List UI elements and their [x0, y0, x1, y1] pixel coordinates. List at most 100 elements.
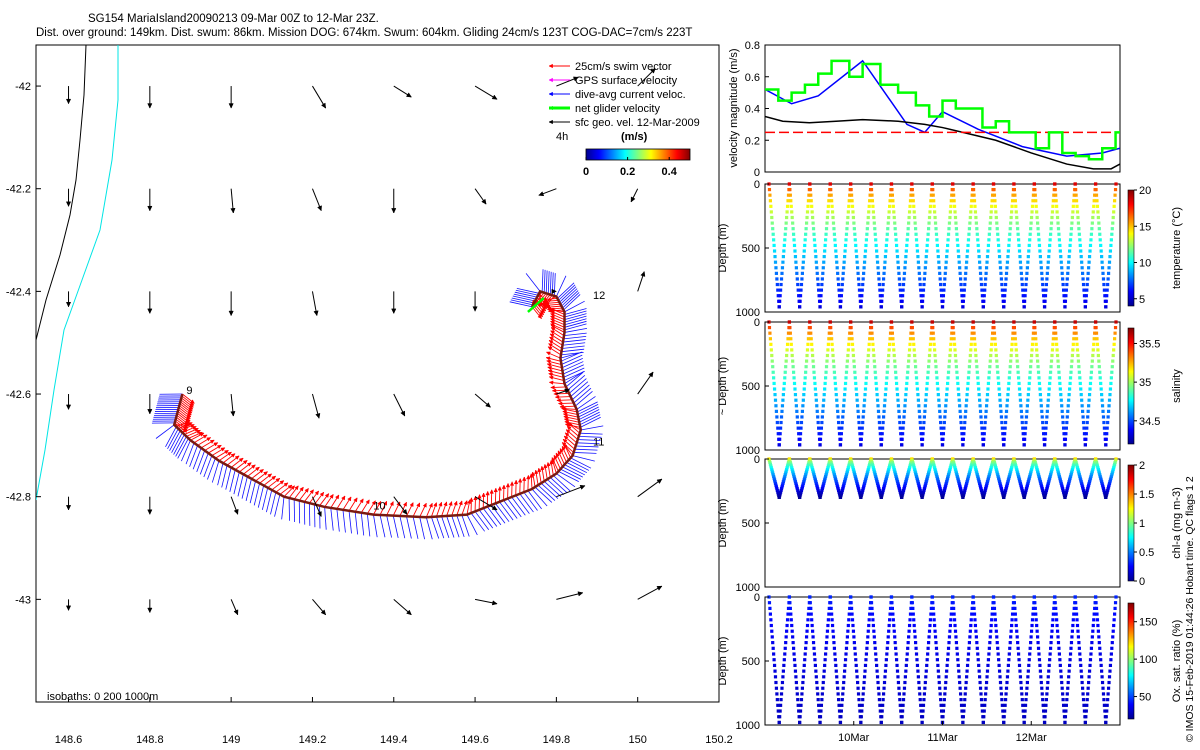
profile-point: [1064, 492, 1068, 496]
profile-point: [1026, 675, 1030, 679]
profile-point: [792, 658, 797, 662]
map-x-tick-label: 149.4: [380, 734, 408, 746]
profile-point: [944, 483, 948, 487]
profile-point: [772, 243, 776, 248]
profile-point: [814, 398, 818, 402]
profile-point: [894, 376, 898, 380]
profile-point: [1097, 469, 1101, 473]
profile-point: [809, 337, 813, 341]
profile-point: [1030, 342, 1035, 346]
profile-point: [953, 348, 957, 352]
profile-point: [1087, 260, 1091, 264]
profile-point: [1029, 221, 1033, 225]
profile-point: [810, 466, 814, 470]
profile-point: [921, 432, 925, 436]
profile-point: [1053, 187, 1057, 192]
current-vector: [412, 516, 419, 539]
profile-point: [1003, 709, 1007, 713]
geo-arrow-head: [391, 308, 397, 314]
profile-point: [1049, 641, 1053, 645]
profile-point: [1030, 464, 1035, 468]
current-vector: [561, 348, 585, 353]
profile-point: [801, 675, 805, 679]
current-vector: [567, 375, 586, 391]
profile-point: [1078, 243, 1082, 248]
swim-vector-head: [548, 372, 553, 377]
profile-point: [901, 492, 905, 496]
profile-point: [782, 478, 786, 482]
profile-point: [869, 601, 874, 605]
profile-point: [960, 432, 964, 436]
profile-point: [852, 365, 856, 369]
profile-point: [936, 669, 940, 673]
profile-point: [1074, 187, 1078, 192]
profile-point: [816, 698, 820, 702]
profile-point: [797, 492, 801, 496]
profile-point: [904, 387, 908, 391]
profile-point: [1100, 680, 1105, 685]
profile-point: [814, 255, 818, 259]
legend-label: net glider velocity: [575, 103, 660, 115]
swim-vector: [562, 438, 575, 450]
profile-point: [953, 353, 958, 358]
profile-point: [1036, 359, 1040, 363]
profile-point: [808, 457, 812, 461]
profile-point: [783, 238, 787, 242]
profile-point: [1097, 359, 1101, 363]
glider-track: [172, 289, 583, 519]
profile-point: [869, 457, 873, 461]
profile-point: [778, 715, 782, 719]
profile-point: [964, 483, 968, 487]
profile-point: [893, 365, 897, 369]
profile-point: [977, 663, 981, 668]
profile-point: [984, 686, 988, 690]
profile-point: [843, 255, 847, 259]
profile-point: [836, 277, 840, 281]
profile-point: [779, 488, 783, 493]
profile-point: [1020, 487, 1024, 491]
profile-point: [946, 376, 950, 380]
profile-point: [800, 415, 804, 419]
profile-point: [958, 485, 962, 489]
legend-arrow-head: [548, 119, 553, 125]
profile-point: [1003, 492, 1007, 496]
profile-point: [929, 337, 933, 341]
profile-point: [849, 459, 853, 463]
profile-point: [862, 404, 866, 408]
profile-point: [952, 606, 956, 611]
profile-point: [1000, 420, 1004, 425]
profile-point: [1045, 485, 1049, 489]
profile-point: [809, 462, 813, 466]
profile-point: [968, 467, 972, 472]
current-vector: [441, 516, 450, 538]
profile-point: [908, 342, 912, 346]
profile-point: [906, 232, 910, 236]
profile-point: [1053, 595, 1057, 599]
profile-point: [856, 680, 860, 685]
profile-point: [938, 487, 942, 491]
profile-point: [888, 606, 893, 611]
profile-point: [1052, 460, 1056, 465]
profile-point: [944, 680, 948, 685]
geo-arrow-head: [577, 591, 584, 597]
profile-point: [789, 464, 793, 468]
profile-point: [817, 432, 821, 436]
profile-point: [971, 320, 975, 324]
profile-point: [822, 398, 826, 402]
profile-point: [771, 365, 775, 369]
profile-point: [1031, 462, 1035, 466]
profile-point: [910, 595, 914, 599]
profile-point: [869, 187, 874, 192]
profile-point: [884, 249, 888, 253]
profile-point: [907, 348, 912, 352]
profile-point: [775, 488, 779, 493]
profile-point: [823, 476, 827, 480]
profile-point: [1021, 492, 1025, 496]
profile-point: [1110, 232, 1114, 236]
profile-point: [832, 227, 836, 231]
profile-point: [885, 232, 889, 236]
profile-x-tick-label: 12Mar: [1016, 732, 1048, 744]
profile-point: [1007, 474, 1011, 479]
profile-point: [920, 715, 925, 719]
profile-point: [958, 686, 962, 690]
